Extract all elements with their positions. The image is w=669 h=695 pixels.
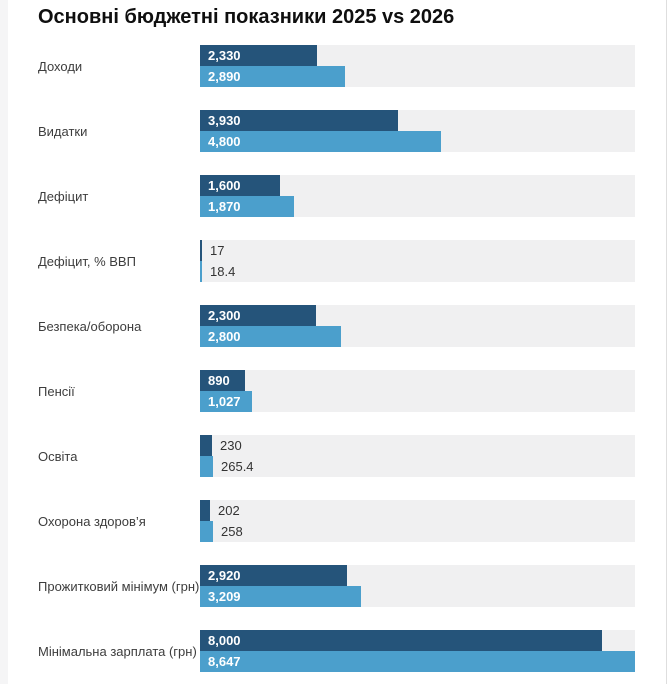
bar-2025: 890 (200, 370, 245, 391)
category-label: Дефіцит, % ВВП (38, 253, 136, 269)
bar-2026: 1,027 (200, 391, 252, 412)
chart-row: Освіта 230 265.4 (38, 435, 635, 477)
bar-track: 230 265.4 (200, 435, 635, 477)
chart-row: Прожитковий мінімум (грн) 2,920 3,209 (38, 565, 635, 607)
bar-2025 (200, 435, 212, 456)
bar-value-label: 3,209 (208, 589, 241, 604)
bar-value-label: 2,300 (208, 308, 241, 323)
bar-track: 17 18.4 (200, 240, 635, 282)
bar-track: 1,600 1,870 (200, 175, 635, 217)
chart-row: Пенсії 890 1,027 (38, 370, 635, 412)
bar-line: 890 (200, 370, 635, 391)
bar-2026 (200, 261, 202, 282)
bar-value-label: 1,027 (208, 394, 241, 409)
bar-value-label: 202 (218, 503, 240, 518)
chart-row: Мінімальна зарплата (грн) 8,000 8,647 (38, 630, 635, 672)
bar-2026: 2,800 (200, 326, 341, 347)
chart-row: Охорона здоров’я 202 258 (38, 500, 635, 542)
page-title: Основні бюджетні показники 2025 vs 2026 (38, 6, 455, 28)
chart-row: Безпека/оборона 2,300 2,800 (38, 305, 635, 347)
bar-2026: 1,870 (200, 196, 294, 217)
category-label: Безпека/оборона (38, 318, 142, 334)
bar-2026 (200, 456, 213, 477)
bar-line: 230 (200, 435, 635, 456)
bar-value-label: 1,600 (208, 178, 241, 193)
right-border-line (666, 0, 667, 684)
category-label: Прожитковий мінімум (грн) (38, 578, 200, 594)
category-label: Дефіцит (38, 188, 89, 204)
bar-2025 (200, 240, 202, 261)
bar-line: 17 (200, 240, 635, 261)
bar-value-label: 18.4 (210, 264, 236, 279)
bar-2025: 2,330 (200, 45, 317, 66)
bar-2026: 4,800 (200, 131, 441, 152)
bar-line: 8,000 (200, 630, 635, 651)
bar-value-label: 2,800 (208, 329, 241, 344)
bar-line: 2,300 (200, 305, 635, 326)
category-label: Доходи (38, 58, 83, 74)
bar-2025: 3,930 (200, 110, 398, 131)
bar-value-label: 230 (220, 438, 242, 453)
bar-track: 2,330 2,890 (200, 45, 635, 87)
bar-value-label: 8,647 (208, 654, 241, 669)
bar-line: 8,647 (200, 651, 635, 672)
bar-2026 (200, 521, 213, 542)
bar-track: 2,300 2,800 (200, 305, 635, 347)
chart-row: Видатки 3,930 4,800 (38, 110, 635, 152)
category-label: Пенсії (38, 383, 75, 399)
bar-value-label: 258 (221, 524, 243, 539)
bar-line: 3,209 (200, 586, 635, 607)
bar-value-label: 8,000 (208, 633, 241, 648)
bar-track: 3,930 4,800 (200, 110, 635, 152)
bar-value-label: 4,800 (208, 134, 241, 149)
bar-2025: 2,920 (200, 565, 347, 586)
bar-2025: 2,300 (200, 305, 316, 326)
category-label: Мінімальна зарплата (грн) (38, 643, 197, 659)
bar-value-label: 1,870 (208, 199, 241, 214)
bar-line: 2,920 (200, 565, 635, 586)
chart-row: Дефіцит 1,600 1,870 (38, 175, 635, 217)
chart-row: Дефіцит, % ВВП 17 18.4 (38, 240, 635, 282)
chart-rows: Доходи 2,330 2,890 Видатки 3,930 4,800 Д… (38, 45, 635, 695)
bar-track: 890 1,027 (200, 370, 635, 412)
bar-track: 2,920 3,209 (200, 565, 635, 607)
bar-value-label: 3,930 (208, 113, 241, 128)
category-label: Освіта (38, 448, 78, 464)
bar-value-label: 2,920 (208, 568, 241, 583)
bar-2025: 8,000 (200, 630, 602, 651)
bar-line: 1,027 (200, 391, 635, 412)
bar-value-label: 265.4 (221, 459, 254, 474)
bar-line: 265.4 (200, 456, 635, 477)
bar-2026: 2,890 (200, 66, 345, 87)
bar-line: 18.4 (200, 261, 635, 282)
bar-line: 2,890 (200, 66, 635, 87)
bar-line: 1,870 (200, 196, 635, 217)
bar-line: 202 (200, 500, 635, 521)
bar-value-label: 890 (208, 373, 230, 388)
bar-line: 1,600 (200, 175, 635, 196)
bar-track: 202 258 (200, 500, 635, 542)
bar-2025: 1,600 (200, 175, 280, 196)
bar-line: 258 (200, 521, 635, 542)
bar-line: 3,930 (200, 110, 635, 131)
category-label: Видатки (38, 123, 88, 139)
chart-row: Доходи 2,330 2,890 (38, 45, 635, 87)
bar-track: 8,000 8,647 (200, 630, 635, 672)
left-gutter (0, 0, 8, 684)
category-label: Охорона здоров’я (38, 513, 146, 529)
bar-line: 4,800 (200, 131, 635, 152)
bar-2025 (200, 500, 210, 521)
bar-2026: 8,647 (200, 651, 635, 672)
bar-value-label: 17 (210, 243, 225, 258)
bar-line: 2,330 (200, 45, 635, 66)
bar-2026: 3,209 (200, 586, 361, 607)
bar-value-label: 2,890 (208, 69, 241, 84)
bar-value-label: 2,330 (208, 48, 241, 63)
bar-line: 2,800 (200, 326, 635, 347)
